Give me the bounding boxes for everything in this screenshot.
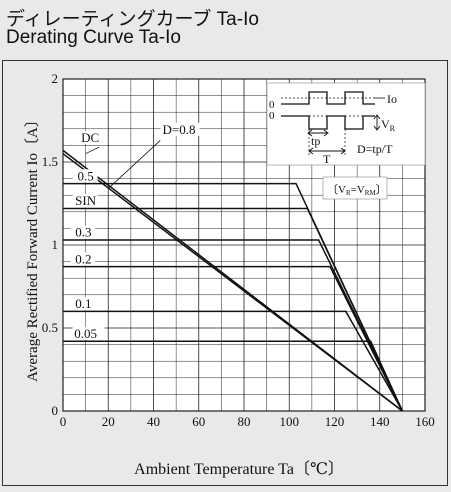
waveform-inset: 0 Io 0 VR tp T D=tp/T [266,82,426,200]
series-label-bg [72,326,105,340]
series-label-bg [72,169,98,183]
series-labels: DC D=0.8 0.5 SIN 0.3 0.2 0.1 0.05 [70,122,200,341]
vr-arrow-heads [373,114,381,131]
x-tick-label: 40 [147,414,160,429]
inset-io-label: Io [387,92,397,106]
series-label-bg [70,297,96,311]
series-label: 0.3 [75,225,91,240]
x-tick-label: 0 [60,414,67,429]
inset-zero-lower: 0 [269,110,275,122]
inset-duty-label: D=tp/T [357,142,393,156]
inset-tp-label: tp [311,134,320,148]
y-tick-label: 2 [52,71,59,86]
series-label: 0.1 [75,296,91,311]
y-tick-label: 0 [52,403,59,418]
inset-background [266,82,426,166]
series-line [62,153,403,412]
axis-ticks: 0 20 40 60 80 100 120 140 160 0 0.5 1 1.5 2 [42,71,435,429]
x-tick-label: 60 [192,414,205,429]
y-tick-label: 0.5 [42,320,58,335]
y-tick-label: 1.5 [42,154,58,169]
x-tick-label: 140 [370,414,390,429]
y-axis-label: Average Rectified Forward Current Io〔A〕 [24,112,41,382]
series-line [63,207,404,412]
dc-leader-line [85,146,100,155]
chart-title-japanese: ディレーティングカーブ Ta-Io [6,9,259,30]
inset-t-label: T [323,152,331,166]
voltage-waveform [281,115,375,130]
series-label-bg [160,122,200,136]
series-label: 0.5 [78,168,94,183]
series-label-bg [70,225,96,239]
series-line [63,340,404,412]
chart-panel: 0 20 40 60 80 100 120 140 160 0 0.5 1 1.5 2 DC D=0.8 0.… [2,60,448,486]
series-label-bg [70,252,96,266]
inset-zero-upper: 0 [269,99,275,111]
series-line [63,310,404,412]
tp-arrow-heads [307,129,329,137]
x-tick-label: 80 [238,414,251,429]
series-label: SIN [75,193,97,208]
series-line [63,265,404,412]
series-label: 0.05 [74,326,97,341]
derating-chart: 0 20 40 60 80 100 120 140 160 0 0.5 1 1.5 2 DC D=0.8 0.… [24,71,435,478]
x-tick-label: 160 [415,414,435,429]
inset-vr-label: VR [381,117,396,133]
duty-leader-line [107,140,161,189]
y-tick-label: 1 [52,237,59,252]
condition-box [322,176,388,200]
series-lines [62,149,404,412]
series-label: D=0.8 [163,122,196,137]
series-label-bg [77,131,96,145]
condition-label: 〔VR=VRM〕 [327,183,387,197]
t-arrow-heads [308,147,346,155]
series-label: 0.2 [75,251,91,266]
chart-title-english: Derating Curve Ta-Io [6,27,181,48]
x-tick-label: 100 [280,414,300,429]
x-axis-label: Ambient Temperature Ta〔℃〕 [134,460,344,478]
x-tick-label: 20 [102,414,115,429]
series-label-bg [72,194,98,208]
series-label: DC [81,130,99,145]
x-tick-label: 120 [325,414,345,429]
